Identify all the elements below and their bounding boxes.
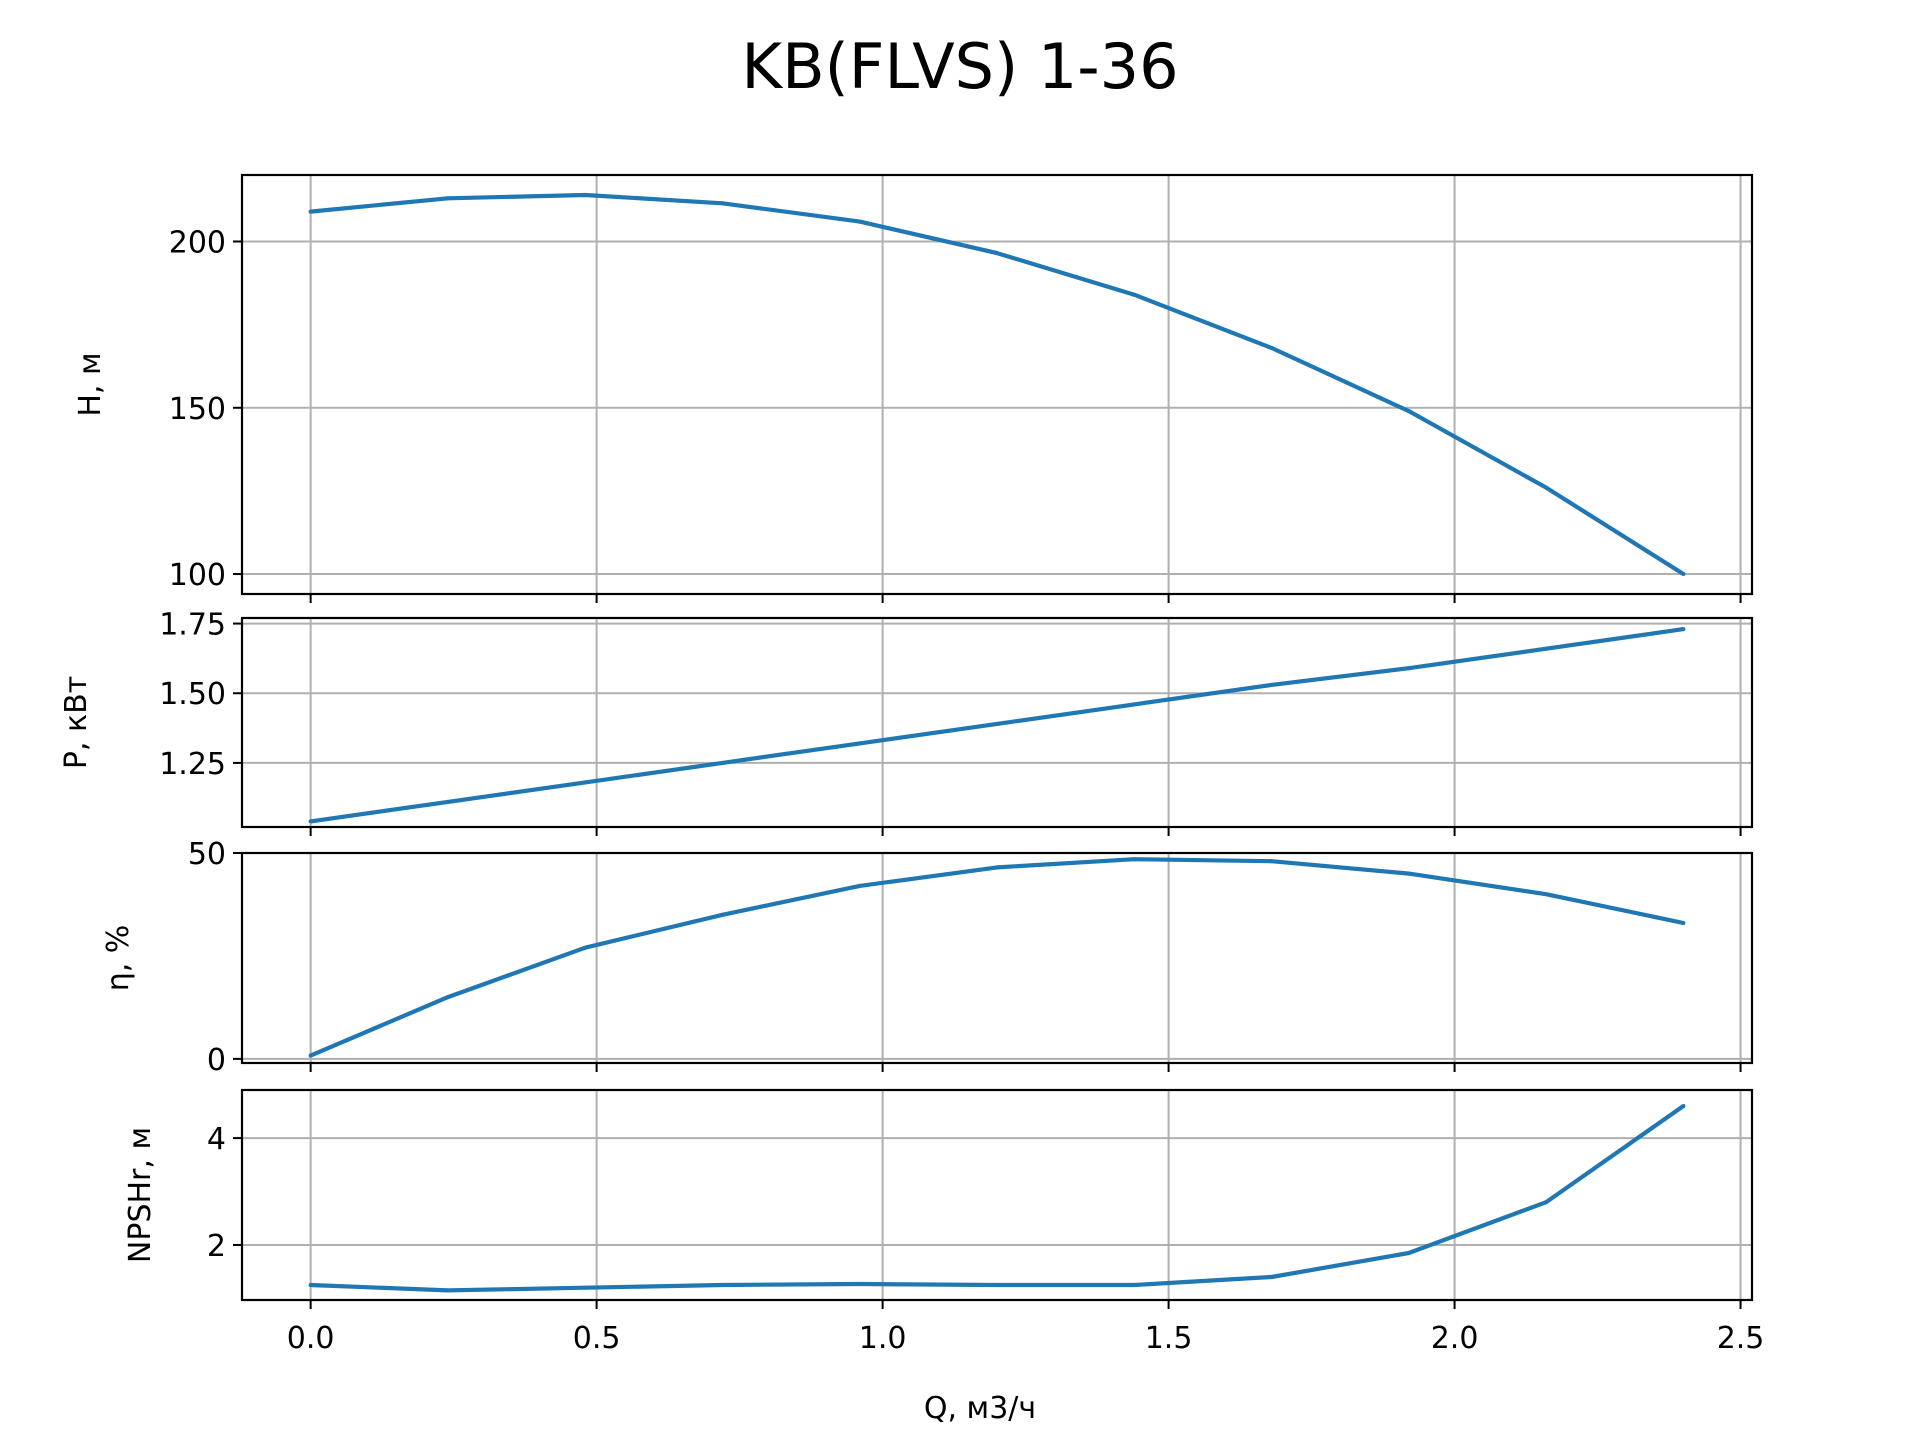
data-point — [308, 1053, 313, 1058]
panel-3: 0 50 η, % — [101, 837, 1754, 1078]
data-point — [1132, 702, 1137, 707]
data-point — [1406, 1251, 1411, 1255]
data-point — [445, 196, 450, 201]
data-point — [1681, 1104, 1686, 1108]
x-tick-label: 2.0 — [1431, 1321, 1479, 1356]
data-point — [1132, 857, 1137, 862]
x-axis-label: Q, м3/ч — [924, 1391, 1036, 1426]
data-point — [1132, 1283, 1137, 1287]
data-point — [1269, 1275, 1274, 1279]
data-point — [1406, 871, 1411, 876]
data-point — [1269, 859, 1274, 864]
data-point — [995, 1283, 999, 1287]
x-tick-label: 0.5 — [573, 1321, 621, 1356]
data-point — [1406, 666, 1411, 671]
data-point — [857, 883, 862, 888]
data-point — [720, 1283, 725, 1287]
y-tick-label: 1.50 — [159, 677, 226, 712]
panel-4: 2 4 NPSHr, м — [123, 1088, 1754, 1309]
panel-frame — [240, 851, 1754, 1065]
panel-frame — [240, 616, 1754, 829]
panel-1: 100 150 200 H, м — [73, 173, 1754, 603]
data-point — [583, 1285, 588, 1290]
x-tick-label: 2.5 — [1717, 1321, 1765, 1356]
series-line — [310, 1104, 1685, 1293]
x-axis: 0.0 0.5 1.0 1.5 2.0 2.5 — [287, 1321, 1765, 1356]
y-axis-label: P, кВт — [59, 676, 94, 769]
data-point — [1269, 682, 1274, 687]
series-line — [309, 857, 1684, 1058]
data-point — [1544, 892, 1549, 897]
data-point — [308, 1283, 313, 1287]
data-point — [445, 799, 450, 804]
x-tick-label: 0.0 — [287, 1321, 335, 1356]
y-tick-label: 50 — [188, 837, 226, 872]
data-point — [1544, 646, 1549, 651]
data-point — [857, 741, 862, 746]
data-point — [1544, 485, 1549, 490]
data-point — [583, 780, 588, 785]
x-tick-label: 1.5 — [1145, 1321, 1193, 1356]
data-point — [308, 209, 313, 214]
data-point — [1269, 345, 1274, 350]
y-tick-label: 150 — [169, 392, 226, 427]
y-tick-label: 1.25 — [159, 747, 226, 782]
y-tick-label: 4 — [207, 1122, 226, 1157]
panel-2: 1.25 1.50 1.75 P, кВт — [59, 608, 1754, 836]
data-point — [995, 721, 999, 726]
panel-frame — [240, 1088, 1754, 1302]
y-axis-label: η, % — [101, 925, 136, 992]
panel-frame — [240, 173, 1754, 596]
y-tick-label: 1.75 — [159, 608, 226, 643]
panels: 100 150 200 H, м 1.25 1.50 1.75 P, кВт 0 50 η, % 2 4… — [59, 173, 1754, 1309]
y-axis-label: H, м — [73, 352, 108, 416]
data-point — [857, 1282, 862, 1286]
y-axis-label: NPSHr, м — [123, 1127, 158, 1263]
data-point — [1132, 292, 1137, 297]
data-point — [445, 1288, 450, 1293]
data-point — [995, 865, 999, 870]
data-point — [1681, 572, 1686, 576]
data-point — [720, 912, 725, 917]
chart-title: KB(FLVS) 1-36 — [741, 30, 1178, 103]
data-point — [308, 819, 313, 824]
data-point — [583, 945, 588, 950]
data-point — [1406, 409, 1411, 414]
y-tick-label: 200 — [169, 226, 226, 261]
data-point — [1544, 1200, 1549, 1205]
y-tick-label: 0 — [207, 1043, 226, 1078]
data-point — [1681, 921, 1686, 925]
data-point — [445, 995, 450, 1000]
x-tick-label: 1.0 — [859, 1321, 907, 1356]
data-point — [995, 251, 999, 256]
y-tick-label: 100 — [169, 558, 226, 593]
data-point — [583, 193, 588, 197]
data-point — [720, 760, 725, 765]
data-point — [720, 201, 725, 206]
data-point — [1681, 627, 1686, 632]
y-tick-label: 2 — [207, 1229, 226, 1264]
data-point — [857, 219, 862, 224]
